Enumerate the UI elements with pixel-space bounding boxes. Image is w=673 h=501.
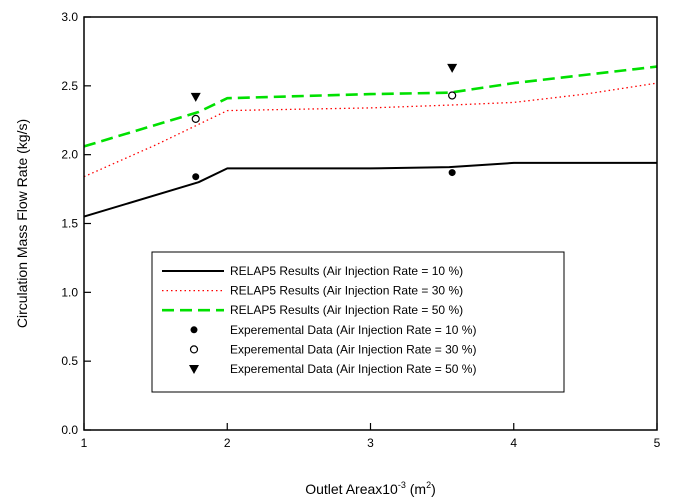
legend-item-relap5-results-air-injection-rate-30: RELAP5 Results (Air Injection Rate = 30 … xyxy=(162,284,463,298)
series-6-point-2 xyxy=(447,63,458,73)
legend-label: RELAP5 Results (Air Injection Rate = 50 … xyxy=(230,303,463,317)
legend-label: Experemental Data (Air Injection Rate = … xyxy=(230,342,476,356)
series-3-line xyxy=(83,65,658,148)
series-5-point-1 xyxy=(191,114,200,123)
legend-label: RELAP5 Results (Air Injection Rate = 10 … xyxy=(230,264,463,278)
legend-label: RELAP5 Results (Air Injection Rate = 30 … xyxy=(230,284,463,298)
series-4-point-2 xyxy=(448,169,456,177)
legend-item-experemental-data-air-injection-rate-30: Experemental Data (Air Injection Rate = … xyxy=(189,342,476,356)
x-axis-ticks: 1 2 3 4 5 xyxy=(81,423,661,450)
plot-markers xyxy=(190,63,458,181)
series-2-line xyxy=(83,82,658,178)
series-5-point-2 xyxy=(448,91,457,100)
series-6-point-1 xyxy=(190,92,201,102)
y-tick-label-5: 2.0 xyxy=(61,148,78,162)
series-1-line xyxy=(83,161,657,218)
y-tick-label-6: 2.5 xyxy=(61,79,78,93)
x-axis-title: Outlet Areax10-3 (m2) xyxy=(305,480,436,497)
x-tick-label-4: 4 xyxy=(510,436,517,450)
legend-swatch-marker xyxy=(189,365,199,374)
y-axis-ticks: 0.0 0.5 1.0 1.5 2.0 2.5 3.0 xyxy=(61,10,91,437)
y-axis-title: Circulation Mass Flow Rate (kg/s) xyxy=(14,119,30,328)
legend-items: RELAP5 Results (Air Injection Rate = 10 … xyxy=(162,264,476,376)
x-axis-title-unit-close: ) xyxy=(431,481,436,497)
y-tick-label-2: 0.5 xyxy=(61,354,78,368)
legend-label: Experemental Data (Air Injection Rate = … xyxy=(230,362,476,376)
legend-item-relap5-results-air-injection-rate-50: RELAP5 Results (Air Injection Rate = 50 … xyxy=(162,303,463,317)
x-tick-label-2: 2 xyxy=(224,436,231,450)
y-tick-label-7: 3.0 xyxy=(61,10,78,24)
legend-item-experemental-data-air-injection-rate-10: Experemental Data (Air Injection Rate = … xyxy=(190,323,476,337)
plot-lines xyxy=(83,65,658,218)
x-tick-label-1: 1 xyxy=(81,436,88,450)
y-tick-label-1: 0.0 xyxy=(61,423,78,437)
y-tick-label-3: 1.0 xyxy=(61,285,78,299)
x-axis-title-unit-open: (m xyxy=(406,481,426,497)
x-axis-title-exponent: -3 xyxy=(398,480,406,490)
legend: RELAP5 Results (Air Injection Rate = 10 … xyxy=(151,251,565,393)
series-4-point-1 xyxy=(192,173,200,181)
legend-label: Experemental Data (Air Injection Rate = … xyxy=(230,323,476,337)
legend-box xyxy=(151,251,565,393)
legend-item-experemental-data-air-injection-rate-50: Experemental Data (Air Injection Rate = … xyxy=(189,362,476,376)
legend-item-relap5-results-air-injection-rate-10: RELAP5 Results (Air Injection Rate = 10 … xyxy=(162,264,463,278)
legend-swatch-marker xyxy=(189,345,199,354)
x-tick-label-3: 3 xyxy=(367,436,374,450)
x-axis-title-prefix: Outlet Areax10 xyxy=(305,481,398,497)
y-tick-label-4: 1.5 xyxy=(61,217,78,231)
x-axis-title-unit-exponent: 2 xyxy=(426,480,431,490)
legend-swatch-marker xyxy=(190,326,198,334)
x-tick-label-5: 5 xyxy=(654,436,661,450)
